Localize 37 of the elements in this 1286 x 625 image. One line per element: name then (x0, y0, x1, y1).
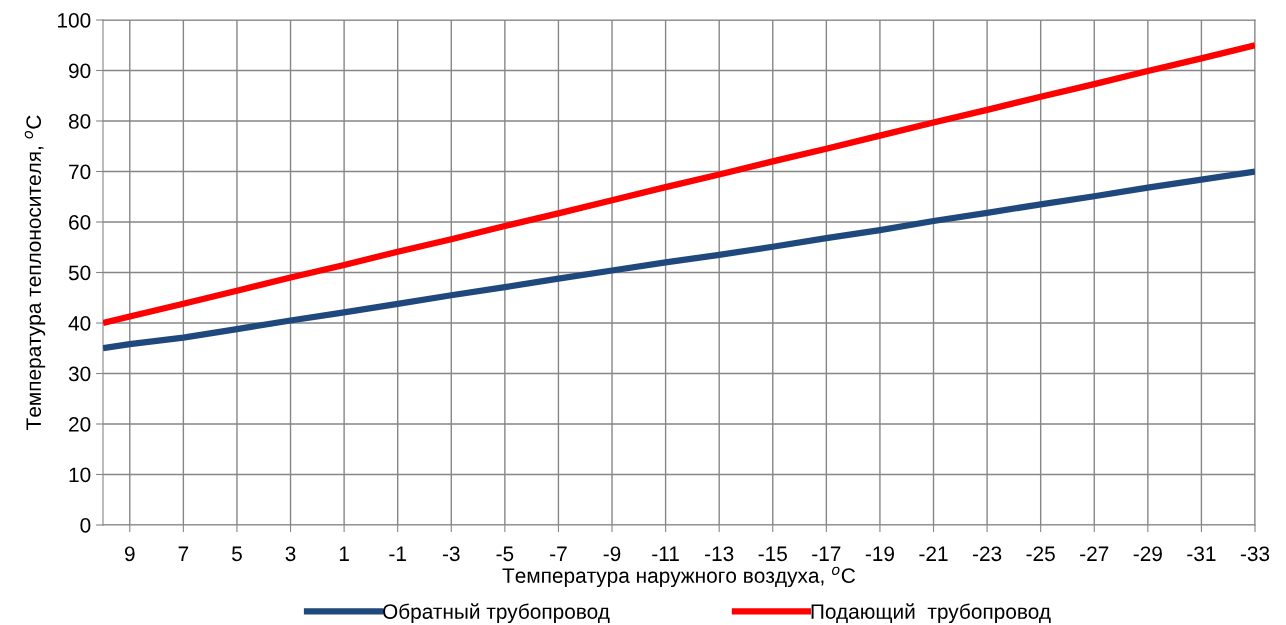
x-tick-label: -25 (1026, 546, 1055, 562)
y-tick-label: 40 (68, 316, 91, 331)
x-tick-label: -7 (550, 546, 567, 561)
x-tick-label: -23 (972, 546, 1002, 562)
x-tick-label: -19 (865, 546, 894, 562)
x-tick-label: -1 (389, 546, 406, 561)
x-tick-label: -17 (812, 546, 841, 561)
x-tick-label: -21 (919, 546, 948, 561)
x-tick-label: 5 (231, 546, 242, 562)
y-tick-label: 80 (68, 114, 91, 129)
y-tick-label: 50 (68, 265, 91, 281)
y-tick-label: 30 (68, 366, 91, 382)
x-tick-label: -5 (496, 546, 514, 562)
x-tick-label: 9 (124, 546, 135, 562)
x-tick-label: -3 (442, 546, 460, 562)
y-tick-label: 10 (69, 467, 91, 483)
y-tick-label: 0 (80, 518, 91, 533)
x-tick-label: 7 (178, 546, 189, 561)
x-axis-title: Температура наружного воздуха, $^{o}$C (502, 566, 856, 588)
y-tick-label: 20 (69, 417, 91, 432)
y-tick-label: 70 (69, 164, 91, 180)
x-tick-label: 3 (285, 546, 296, 562)
x-tick-label: -33 (1240, 546, 1270, 562)
x-tick-label: -27 (1080, 546, 1109, 561)
y-axis-title: Температура теплоносителя, $^{o}$C (24, 115, 46, 430)
x-tick-label: -11 (652, 546, 679, 561)
legend-label: Обратный трубопровод (383, 603, 610, 624)
y-tick-label: 60 (69, 215, 91, 230)
y-tick-label: 90 (69, 63, 91, 79)
x-tick-label: -13 (705, 546, 734, 562)
y-tick-label: 100 (58, 13, 91, 28)
x-tick-label: -29 (1133, 546, 1162, 562)
x-tick-label: -9 (603, 546, 621, 562)
x-tick-label: -15 (758, 546, 787, 562)
x-tick-label: 1 (339, 546, 349, 561)
legend-label: Подающий трубопровод (811, 603, 1051, 624)
x-tick-label: -31 (1187, 546, 1216, 562)
